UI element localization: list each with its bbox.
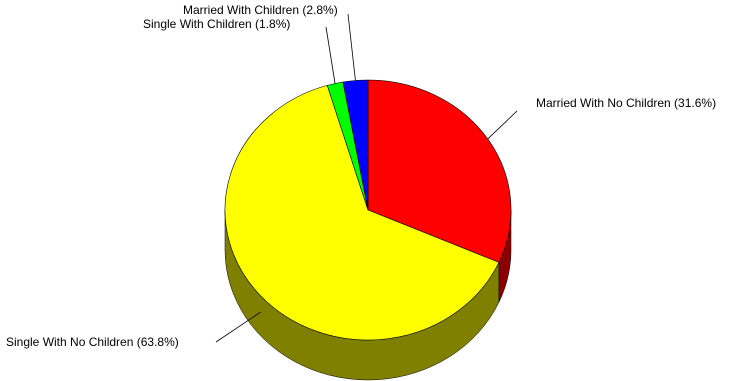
slice-label-2: Single With Children (1.8%) — [143, 17, 290, 31]
slice-label-1: Single With No Children (63.8%) — [6, 335, 179, 349]
pie-slice-1 — [224, 85, 500, 341]
slice-label-3: Married With Children (2.8%) — [183, 3, 338, 17]
label-leader-2 — [325, 26, 336, 84]
label-leader-0 — [487, 110, 518, 140]
slice-labels: Married With No Children (31.6%) Single W… — [6, 3, 716, 349]
pie-slice-0 — [367, 79, 512, 263]
slice-label-0: Married With No Children (31.6%) — [536, 96, 716, 110]
pie-tops — [224, 79, 512, 341]
label-leader-1 — [215, 311, 261, 343]
label-leaders — [215, 13, 518, 343]
pie-slice-3 — [342, 79, 369, 211]
label-leader-3 — [347, 13, 356, 81]
